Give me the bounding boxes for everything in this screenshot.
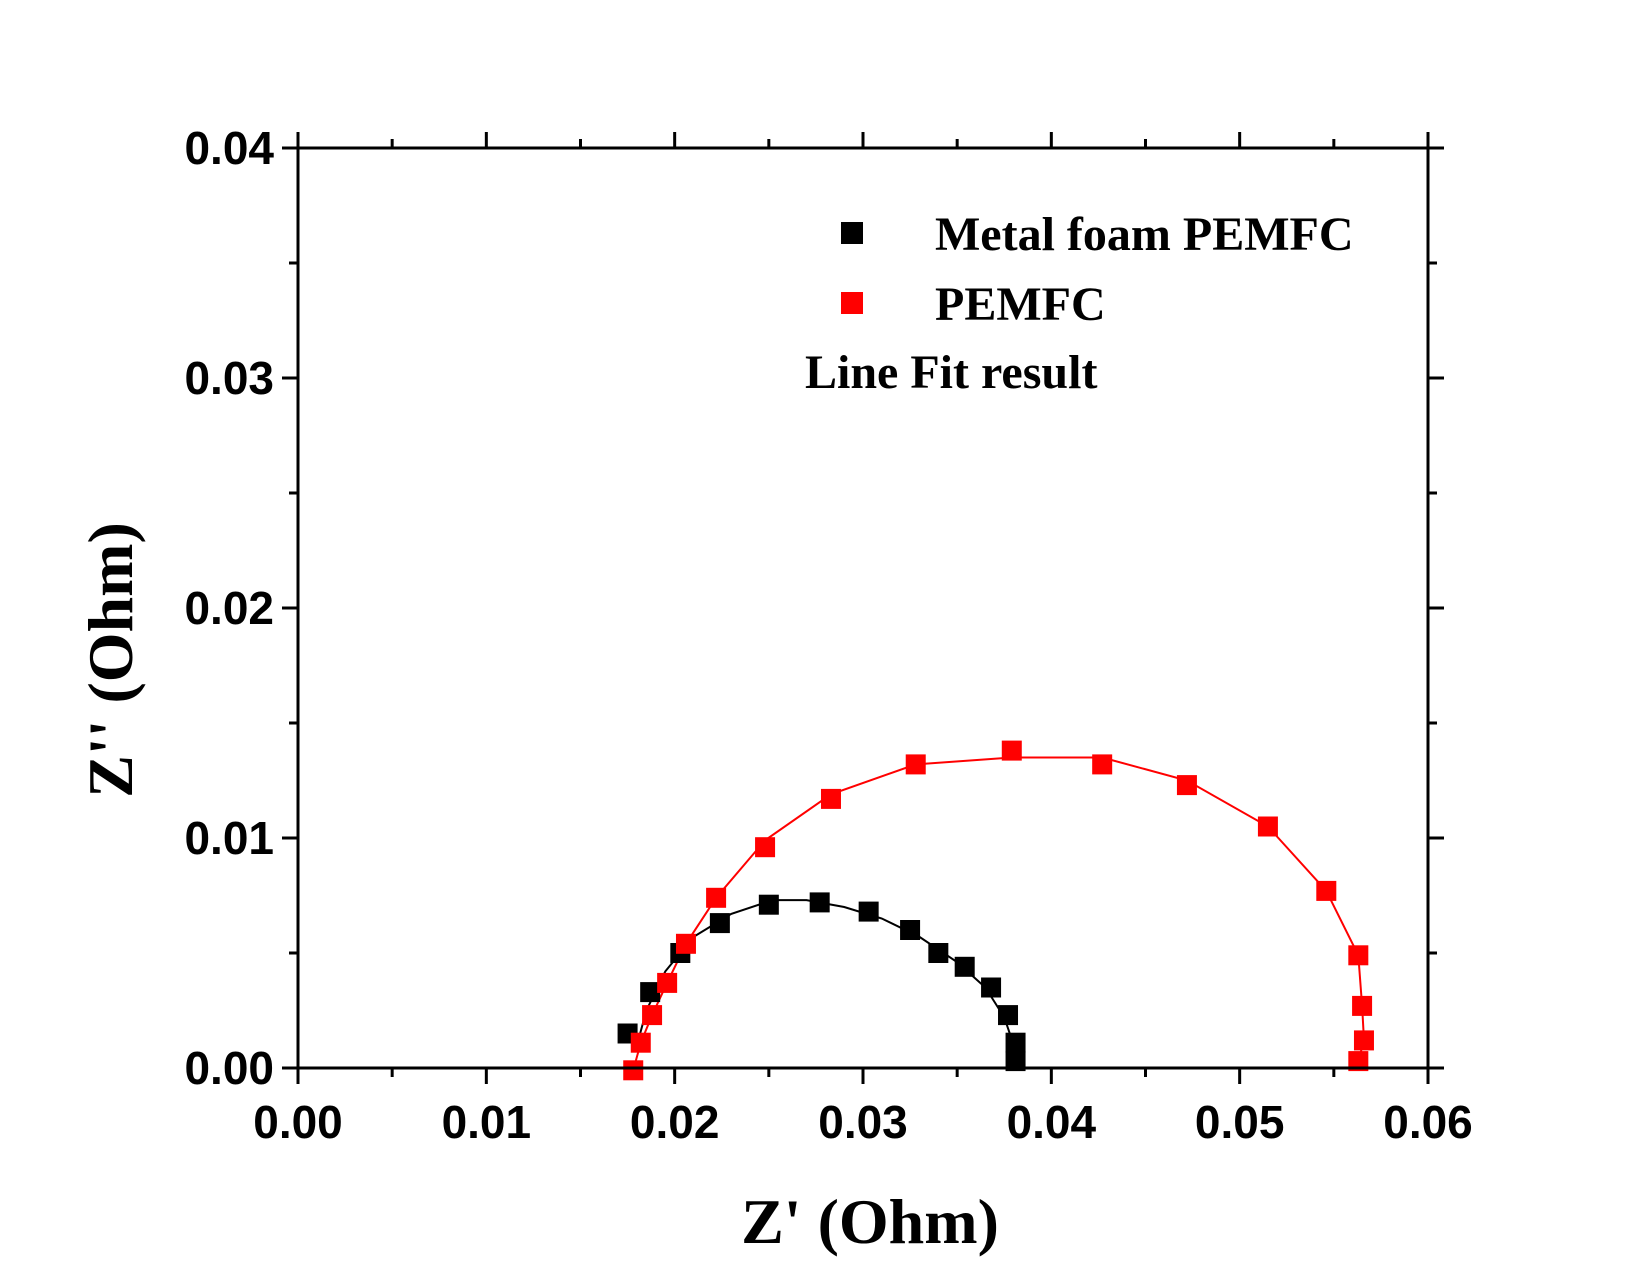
legend-label-metal-foam: Metal foam PEMFC [935,208,1354,261]
data-point-metal-foam [640,982,661,1003]
y-tick-label: 0.01 [184,812,274,864]
data-point-metal-foam [809,892,830,913]
data-point-pemfc [1316,880,1337,901]
data-point-pemfc [623,1060,644,1081]
data-point-pemfc [1176,775,1197,796]
x-tick-label: 0.06 [1383,1096,1473,1148]
data-point-metal-foam [981,977,1002,998]
legend-label-pemfc: PEMFC [935,278,1106,331]
x-tick-labels: 0.00 0.01 0.02 0.03 0.04 0.05 0.06 [253,1096,1473,1148]
data-point-pemfc [1348,945,1369,966]
data-point-metal-foam [954,956,975,977]
data-point-metal-foam [1005,1032,1026,1053]
data-point-pemfc [905,754,926,775]
plot-frame [296,146,1430,1070]
data-point-pemfc [1352,995,1373,1016]
y-tick-label: 0.00 [184,1042,274,1094]
y-axis-title: Z'' (Ohm) [75,522,146,798]
data-point-metal-foam [928,943,949,963]
x-tick-label: 0.01 [442,1096,532,1148]
legend: Metal foam PEMFC PEMFC Line Fit result [805,208,1354,399]
data-point-metal-foam [900,920,921,940]
data-point-pemfc [657,972,678,993]
y-tick-labels: 0.00 0.01 0.02 0.03 0.04 [184,122,274,1094]
data-point-pemfc [755,837,776,858]
x-tick-label: 0.00 [253,1096,343,1148]
data-point-pemfc [820,788,841,809]
legend-marker-pemfc [841,292,863,314]
data-point-metal-foam [758,894,779,915]
y-tick-label: 0.02 [184,582,274,634]
legend-label-fit: Line Fit result [805,346,1097,399]
data-point-metal-foam [858,901,879,922]
data-point-pemfc [642,1005,663,1026]
y-tick-label: 0.04 [184,122,274,174]
data-point-metal-foam [709,913,730,934]
data-point-pemfc [1257,816,1278,837]
x-tick-label: 0.05 [1195,1096,1285,1148]
data-point-pemfc [1001,740,1022,761]
x-tick-label: 0.03 [818,1096,908,1148]
legend-marker-metal-foam [841,222,863,244]
data-point-pemfc [1353,1030,1374,1051]
x-tick-label: 0.02 [630,1096,720,1148]
data-point-metal-foam [1005,1051,1026,1072]
y-tick-label: 0.03 [184,352,274,404]
x-tick-label: 0.04 [1007,1096,1097,1148]
data-point-metal-foam [998,1005,1019,1026]
data-point-pemfc [1092,754,1113,775]
data-point-pemfc [1348,1051,1369,1072]
data-point-pemfc [706,887,727,908]
data-points [617,740,1374,1081]
x-axis-title: Z' (Ohm) [741,1186,999,1257]
data-point-pemfc [630,1032,651,1053]
data-point-pemfc [675,933,696,954]
